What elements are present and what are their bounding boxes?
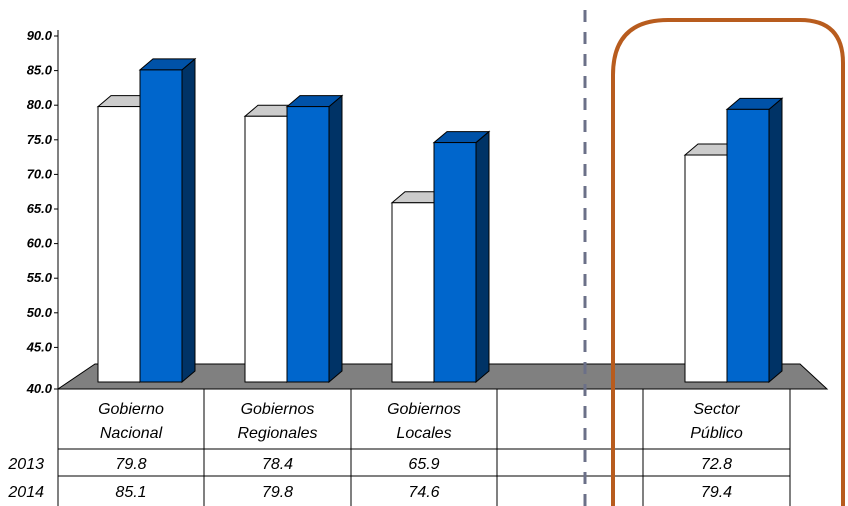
bar-2014 — [138, 57, 197, 384]
overlays — [583, 10, 845, 506]
bar-2014 — [432, 130, 491, 384]
x-category-label: Público — [690, 425, 743, 442]
bar-2014-front — [286, 106, 330, 383]
data-label: 85.1 — [115, 484, 146, 501]
bar-2014-side — [328, 94, 343, 384]
bar-2014-side — [475, 130, 490, 384]
bar-2014-front — [139, 69, 183, 383]
y-tick-label: 75.0 — [27, 132, 53, 147]
data-label: 79.8 — [115, 456, 146, 473]
bar-2013-front — [97, 106, 141, 383]
y-tick-label: 85.0 — [27, 63, 53, 78]
data-label: 79.8 — [262, 484, 293, 501]
bar-2014-side — [768, 97, 783, 384]
y-tick-label: 55.0 — [27, 270, 53, 285]
bar-2014-front — [726, 108, 770, 383]
x-category-label: Nacional — [100, 425, 163, 442]
data-label: 74.6 — [408, 484, 439, 501]
y-tick-label: 70.0 — [27, 166, 53, 181]
y-tick-label: 50.0 — [27, 305, 53, 320]
series-name-label: 2014 — [7, 484, 44, 501]
x-category-label: Sector — [693, 401, 740, 418]
x-category-label: Regionales — [237, 425, 317, 442]
x-category-label: Gobiernos — [387, 401, 461, 418]
bar-2014 — [725, 97, 784, 384]
bar-2014-front — [433, 142, 477, 383]
x-category-label: Gobierno — [98, 401, 164, 418]
bar-2013-front — [684, 154, 728, 383]
bar-2014-side — [181, 57, 196, 384]
bar-2014 — [285, 94, 344, 384]
y-tick-label: 65.0 — [27, 201, 53, 216]
series-name-label: 2013 — [7, 456, 44, 473]
data-label: 79.4 — [701, 484, 732, 501]
data-label: 72.8 — [701, 456, 732, 473]
data-table: Gobierno Nacional Gobiernos Regionales Gobie… — [7, 389, 791, 506]
data-label: 78.4 — [262, 456, 293, 473]
bars — [96, 57, 784, 384]
y-tick-label: 45.0 — [26, 339, 53, 354]
y-tick-label: 40.0 — [26, 381, 53, 396]
x-category-label: Gobiernos — [241, 401, 315, 418]
bar-2013-front — [244, 115, 288, 383]
y-tick-label: 90.0 — [27, 28, 53, 43]
y-tick-label: 60.0 — [27, 236, 53, 251]
data-label: 65.9 — [408, 456, 439, 473]
bar-2013-front — [391, 202, 435, 383]
x-category-label: Locales — [396, 425, 451, 442]
highlight-box — [611, 18, 845, 506]
y-axis: 40.0 45.0 50.0 55.0 60.0 65.0 70.0 75.0 80.0 85.0… — [26, 28, 59, 396]
y-tick-label: 80.0 — [27, 97, 53, 112]
